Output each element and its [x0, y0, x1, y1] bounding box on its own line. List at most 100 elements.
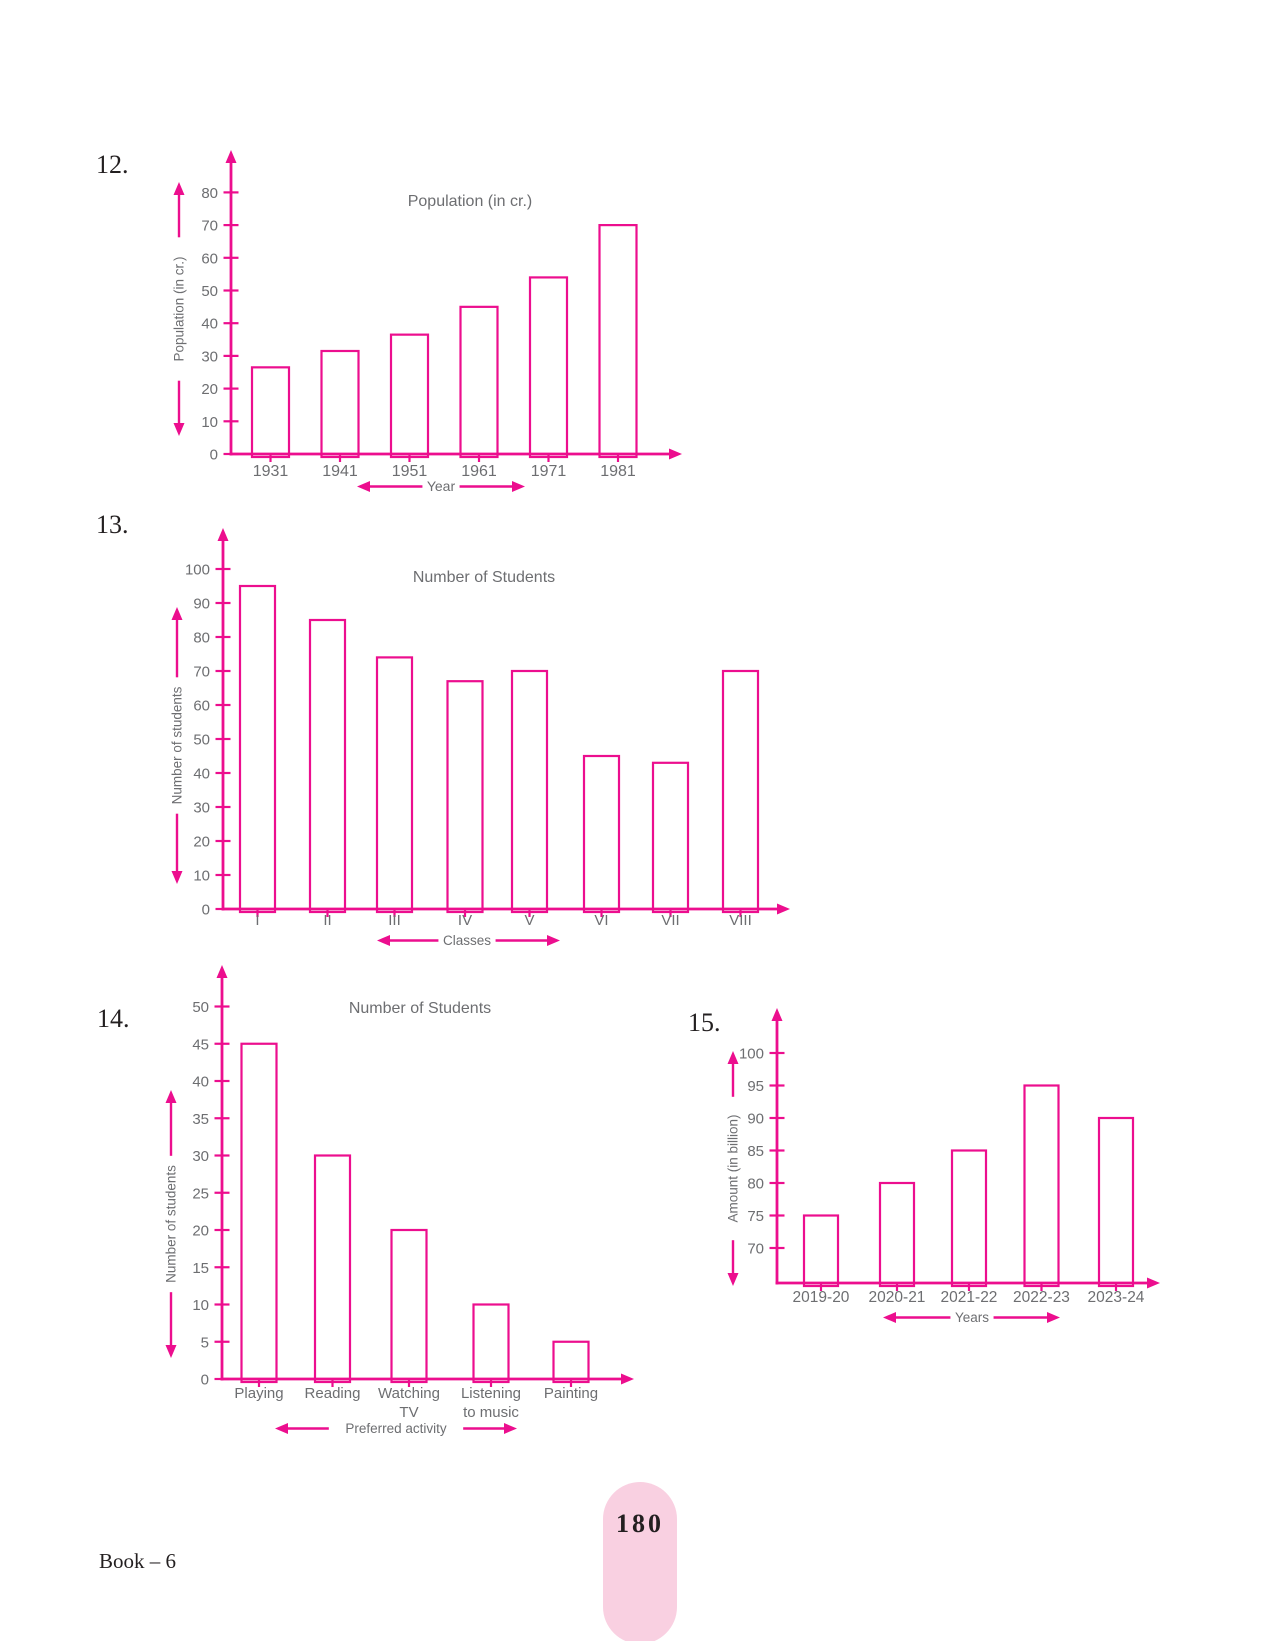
x-axis-arrow-icon [621, 1373, 634, 1385]
x-category-label: VII [661, 912, 679, 929]
y-tick-label: 70 [193, 664, 210, 681]
bar [238, 584, 277, 914]
bar [950, 1149, 988, 1288]
y-tick-label: 60 [193, 698, 210, 715]
x-category-label: Painting [544, 1385, 598, 1402]
y-axis-label: Amount (in billion) [726, 1114, 741, 1222]
y-tick-label: 80 [201, 185, 218, 202]
y-tick-label: 50 [193, 732, 210, 749]
chart-q15: 70 75 80 85 90 95 100 2019-20 2020-21 2021-22 2022… [726, 1008, 1160, 1325]
y-tick-label: 0 [202, 902, 210, 919]
bar [598, 224, 638, 459]
y-label-arrow-icon [173, 423, 185, 436]
bar [250, 366, 291, 459]
y-label-arrow-icon [171, 871, 183, 884]
x-label-arrow-icon [512, 481, 525, 492]
bar [390, 1228, 428, 1384]
y-tick-label: 40 [201, 316, 218, 333]
x-label-arrow-icon [883, 1312, 896, 1323]
y-tick-label: 90 [193, 596, 210, 613]
x-axis-label: Preferred activity [345, 1421, 447, 1436]
bar [528, 276, 569, 459]
bar [552, 1340, 590, 1384]
y-axis-label: Number of students [164, 1165, 179, 1283]
y-tick-label: 70 [201, 218, 218, 235]
y-tick-label: 20 [192, 1223, 209, 1240]
y-tick-label: 40 [193, 766, 210, 783]
y-label-arrow-icon [727, 1273, 739, 1286]
y-tick-label: 10 [201, 414, 218, 431]
x-category-label: Watching [378, 1385, 440, 1402]
x-category-label: Reading [305, 1385, 361, 1402]
y-tick-label: 20 [201, 381, 218, 398]
x-label-arrow-icon [275, 1423, 288, 1434]
y-tick-label: 10 [192, 1297, 209, 1314]
x-category-label: II [323, 912, 331, 929]
y-tick-label: 50 [192, 999, 209, 1016]
y-tick-label: 30 [201, 348, 218, 365]
book-label: Book – 6 [99, 1549, 177, 1573]
x-category-label: 1981 [600, 463, 636, 480]
x-axis-arrow-icon [669, 448, 682, 460]
x-category-label: Playing [234, 1385, 283, 1402]
bar [308, 618, 347, 914]
bar [459, 305, 499, 459]
x-category-label: 2019-20 [793, 1289, 850, 1306]
bar [582, 754, 621, 914]
y-tick-label: 100 [739, 1046, 764, 1063]
question-number-15: 15. [688, 1008, 721, 1037]
bar [802, 1214, 840, 1288]
x-axis-arrow-icon [1147, 1277, 1160, 1289]
x-axis-label: Classes [443, 933, 491, 948]
y-tick-label: 35 [192, 1111, 209, 1128]
y-tick-label: 100 [185, 562, 210, 579]
chart-q14: 0 5 10 15 20 25 30 35 40 45 50 Playing Reading Watchi… [164, 965, 634, 1436]
y-tick-label: 60 [201, 250, 218, 267]
x-category-label: Listening [461, 1385, 521, 1402]
bar [446, 680, 484, 914]
bar [721, 669, 760, 914]
question-number-12: 12. [96, 150, 129, 179]
y-label-arrow-icon [165, 1345, 177, 1358]
y-tick-label: 30 [192, 1148, 209, 1165]
x-category-label: 1971 [531, 463, 567, 480]
y-tick-label: 30 [193, 800, 210, 817]
page-number-pill: 180 [603, 1482, 677, 1641]
x-axis-label: Years [955, 1310, 989, 1325]
y-axis-arrow-icon [225, 150, 237, 163]
y-label-arrow-icon [173, 182, 185, 195]
y-tick-label: 85 [747, 1143, 764, 1160]
bar [510, 669, 549, 914]
x-category-label: III [388, 912, 401, 929]
y-tick-label: 50 [201, 283, 218, 300]
bar [320, 349, 360, 459]
y-tick-label: 5 [201, 1334, 209, 1351]
x-label-arrow-icon [377, 935, 390, 946]
y-axis-arrow-icon [216, 965, 228, 978]
y-tick-label: 80 [193, 630, 210, 647]
y-tick-label: 0 [201, 1372, 209, 1389]
x-category-label: 1961 [461, 463, 497, 480]
y-tick-label: 0 [210, 447, 218, 464]
bar [651, 761, 690, 914]
bar [240, 1042, 278, 1384]
x-category-label: 1951 [392, 463, 428, 480]
chart-title: Number of Students [349, 1000, 491, 1017]
y-tick-label: 90 [747, 1111, 764, 1128]
x-category-label: I [255, 912, 259, 929]
y-axis-arrow-icon [217, 528, 229, 541]
x-category-label: 2021-22 [941, 1289, 998, 1306]
x-category-label: 1931 [253, 463, 289, 480]
y-tick-label: 45 [192, 1036, 209, 1053]
y-axis-arrow-icon [771, 1008, 783, 1021]
x-axis-label: Year [427, 478, 456, 494]
x-label-arrow-icon [357, 481, 370, 492]
x-category-label: VI [594, 912, 608, 929]
x-category-label: V [524, 912, 534, 929]
chart-q12: 0 10 20 30 40 50 60 70 80 1931 1941 1951 1961 1971 198… [172, 150, 682, 494]
y-tick-label: 95 [747, 1078, 764, 1095]
page-number: 180 [616, 1509, 664, 1538]
y-label-arrow-icon [727, 1051, 739, 1064]
x-category-label: to music [463, 1404, 519, 1421]
